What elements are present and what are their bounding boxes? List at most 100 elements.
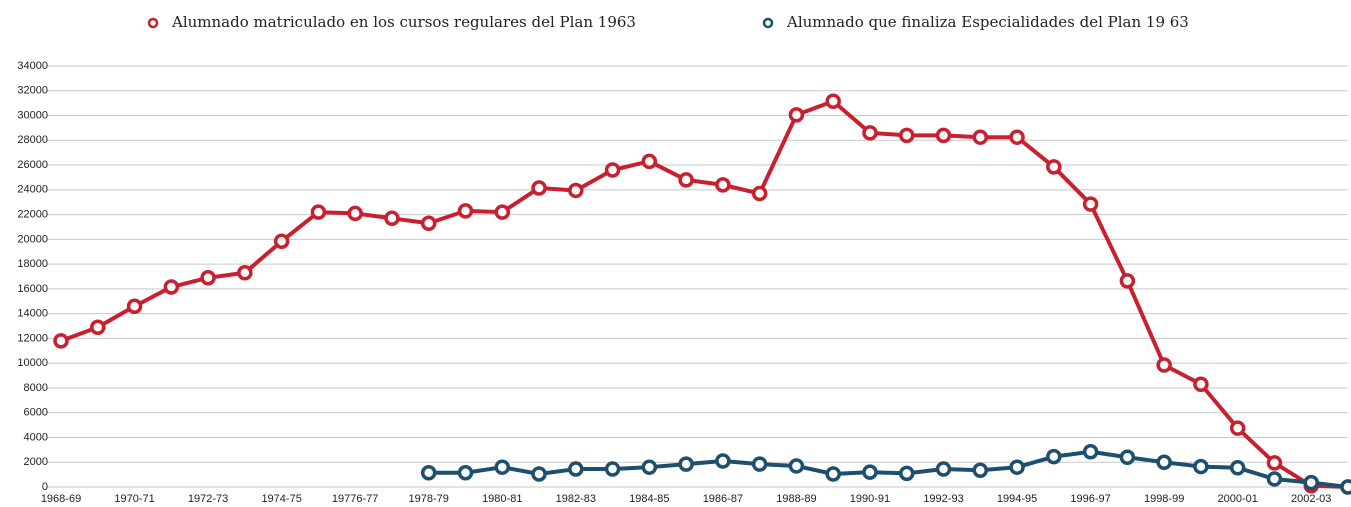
point-marker [862,464,878,480]
y-tick-label: 4000 [24,431,48,443]
x-tick-label: 1970-71 [114,493,154,505]
x-tick-label: 1974-75 [261,493,301,505]
x-tick-label: 1982-83 [556,493,596,505]
y-tick-label: 16000 [17,283,48,295]
y-tick-label: 6000 [24,407,48,419]
point-marker [53,333,69,349]
x-tick-label: 1978-79 [409,493,449,505]
point-marker [751,456,768,472]
y-tick-label: 28000 [17,134,48,146]
point-marker [1266,455,1283,471]
y-tick-label: 0 [42,481,48,493]
point-marker [1082,196,1099,212]
y-tick-label: 24000 [17,184,48,196]
y-tick-label: 26000 [17,159,48,171]
x-tick-label: 1972-73 [188,493,228,505]
point-marker [1119,449,1136,466]
point-marker [310,204,327,220]
point-marker [751,185,768,202]
legend-text: Alumnado que finaliza Especialidades del… [786,13,1189,31]
y-tick-label: 12000 [17,332,48,344]
point-marker [420,215,437,232]
point-marker [1009,459,1025,475]
x-tick-label: 1988-89 [776,493,816,505]
x-tick-label: 1986-87 [703,493,743,505]
x-tick-label: 1968-69 [41,493,81,505]
point-marker [678,172,694,188]
x-tick-label: 19776-77 [332,493,379,505]
x-tick-label: 1984-85 [629,493,669,505]
point-marker [457,465,474,481]
point-marker [935,461,952,477]
point-marker [862,125,878,141]
point-marker [1082,443,1099,460]
x-tick-label: 1994-95 [997,493,1037,505]
point-marker [1009,129,1025,145]
y-tick-label: 22000 [17,208,48,220]
point-marker [568,182,584,199]
x-tick-label: 1996-97 [1070,493,1110,505]
x-tick-label: 1980-81 [482,493,522,505]
point-marker [126,298,143,314]
x-tick-label: 1998-99 [1144,493,1184,505]
point-marker [1156,357,1172,373]
y-tick-label: 30000 [17,109,48,121]
point-marker [384,210,400,227]
point-marker [531,466,547,482]
point-marker [457,203,474,219]
point-marker [1193,458,1209,475]
point-marker [1046,448,1062,465]
point-marker [494,204,511,220]
point-marker [898,465,915,482]
point-marker [788,107,805,123]
point-marker [273,233,290,249]
series-line [428,449,1349,489]
point-marker [531,180,547,196]
point-marker [568,461,584,477]
legend-marker [147,17,159,29]
y-tick-label: 32000 [17,85,48,97]
point-marker [898,127,915,144]
point-marker [347,205,363,222]
point-marker [715,453,731,469]
point-marker [641,153,658,170]
point-marker [1229,420,1246,436]
point-marker [494,459,511,475]
point-marker [972,462,989,479]
point-marker [678,456,694,472]
y-tick-label: 20000 [17,233,48,245]
point-marker [604,162,621,178]
x-tick-label: 1990-91 [850,493,890,505]
x-tick-label: 1992-93 [923,493,963,505]
series-line [60,99,1349,489]
point-marker [1156,454,1172,470]
y-tick-label: 8000 [24,382,48,394]
point-marker [163,279,180,295]
point-marker [788,458,805,474]
point-marker [1340,479,1351,495]
point-marker [1303,474,1319,491]
y-tick-label: 34000 [17,60,48,72]
legend-marker [762,17,774,29]
x-tick-label: 2002-03 [1291,493,1331,505]
point-marker [1266,471,1283,487]
point-marker [1119,273,1136,289]
point-marker [641,459,658,475]
point-marker [90,319,106,336]
point-marker [715,177,731,193]
y-tick-label: 2000 [24,456,48,468]
point-marker [200,269,216,286]
y-tick-label: 10000 [17,357,48,369]
point-marker [237,265,253,281]
point-marker [1193,376,1209,392]
y-tick-label: 14000 [17,308,48,320]
point-marker [825,93,841,110]
point-marker [1046,159,1062,175]
y-tick-label: 18000 [17,258,48,270]
point-marker [420,465,437,481]
point-marker [1229,460,1246,476]
point-marker [935,127,952,144]
legend-text: Alumnado matriculado en los cursos regul… [171,13,636,31]
x-tick-label: 2000-01 [1217,493,1257,505]
